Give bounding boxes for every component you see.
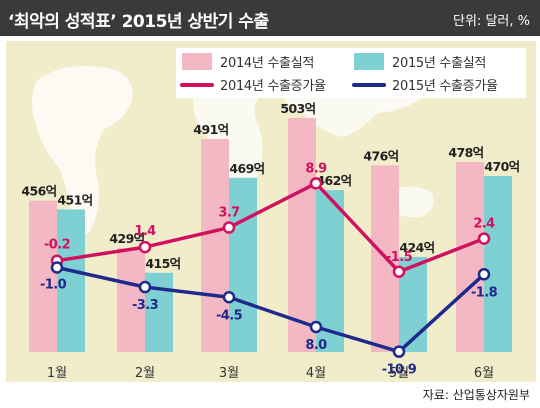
bar-2015 — [229, 177, 257, 352]
bar-value-label: 478억 — [448, 145, 483, 160]
bar-value-label: 429억 — [109, 231, 144, 246]
legend-box — [176, 48, 526, 98]
bar-value-label: 424억 — [399, 240, 434, 255]
x-tick-label: 1월 — [47, 366, 67, 381]
line-2014 — [56, 181, 485, 274]
bar-value-label: 415억 — [145, 256, 180, 271]
line-point — [392, 265, 406, 278]
line-value-label: -4.5 — [216, 308, 243, 323]
line-point — [309, 177, 323, 190]
line-value-label: -1.5 — [386, 250, 413, 265]
legend-label: 2014년 수출증가율 — [220, 79, 326, 94]
legend: 2014년 수출실적 2015년 수출실적 2014년 수출증가율 2015년 수출증… — [176, 48, 526, 98]
line-2015 — [56, 265, 486, 354]
line-value-label: -3.3 — [132, 298, 159, 313]
x-tick-label: 4월 — [306, 366, 326, 381]
legend-swatch-2015-bar — [354, 53, 384, 70]
map-americas — [32, 65, 133, 236]
x-tick-label: 2월 — [135, 366, 155, 381]
chart-area: 2014년 수출실적 2015년 수출실적 2014년 수출증가율 2015년 수출증… — [21, 48, 526, 381]
line-point — [392, 345, 406, 358]
bar-value-label: 503억 — [280, 101, 315, 116]
line-point — [477, 232, 491, 245]
line-value-label: 1.4 — [134, 224, 156, 239]
line-value-label: 2.4 — [473, 217, 495, 232]
bar-2015 — [484, 176, 512, 352]
legend-label: 2014년 수출실적 — [220, 56, 314, 71]
line-point — [222, 221, 236, 234]
bar-2015 — [57, 209, 85, 352]
line-value-label: 3.7 — [218, 206, 240, 221]
bar-2014 — [201, 139, 229, 352]
bar-2014 — [456, 161, 484, 352]
bar-value-label: 462억 — [316, 173, 351, 188]
bar-2014 — [117, 248, 145, 352]
bar-value-label: 451억 — [57, 192, 92, 207]
line-value-label: -10.9 — [382, 363, 417, 378]
line-point — [138, 280, 152, 294]
bar-value-label: 469억 — [229, 161, 264, 176]
bar-value-label: 491억 — [193, 122, 228, 137]
line-point — [222, 291, 236, 304]
line-value-label: -0.2 — [44, 238, 70, 253]
bar-2014 — [288, 117, 316, 352]
x-tick-label: 3월 — [219, 366, 239, 381]
chart-title: ‘최악의 성적표’ 2015년 상반기 수출 — [8, 12, 269, 32]
line-value-label: 8.9 — [305, 161, 327, 176]
line-value-label: 8.0 — [305, 338, 327, 353]
line-point — [477, 268, 491, 281]
source-note: 자료: 산업통상자원부 — [422, 388, 530, 402]
x-tick-label: 5월 — [389, 366, 409, 381]
chart-panel: 2014년 수출실적 2015년 수출실적 2014년 수출증가율 2015년 수출증… — [6, 41, 536, 382]
line-point — [138, 240, 152, 254]
legend-swatch-2014-bar — [182, 53, 212, 70]
bar-value-label: 470억 — [484, 159, 519, 174]
line-value-label: -1.0 — [40, 278, 67, 293]
line-point — [50, 261, 64, 274]
line-value-label: -1.8 — [471, 285, 498, 300]
bar-2014 — [29, 200, 57, 352]
bar-value-label: 476억 — [363, 148, 398, 163]
legend-label: 2015년 수출실적 — [392, 56, 486, 71]
x-tick-label: 6월 — [474, 366, 494, 381]
x-axis: 1월 2월 3월 4월 5월 6월 — [47, 366, 494, 381]
unit-label: 단위: 달러, % — [453, 14, 530, 29]
bar-value-label: 456억 — [21, 184, 56, 199]
line-point — [309, 320, 323, 334]
chart-header: ‘최악의 성적표’ 2015년 상반기 수출 단위: 달러, % — [0, 0, 540, 36]
legend-label: 2015년 수출증가율 — [392, 79, 498, 94]
lines-layer: -0.2 1.4 3.7 8.9 -1.5 2.4 -1.0 -3.3 -4.5 8.0 -10.9… — [40, 161, 498, 377]
